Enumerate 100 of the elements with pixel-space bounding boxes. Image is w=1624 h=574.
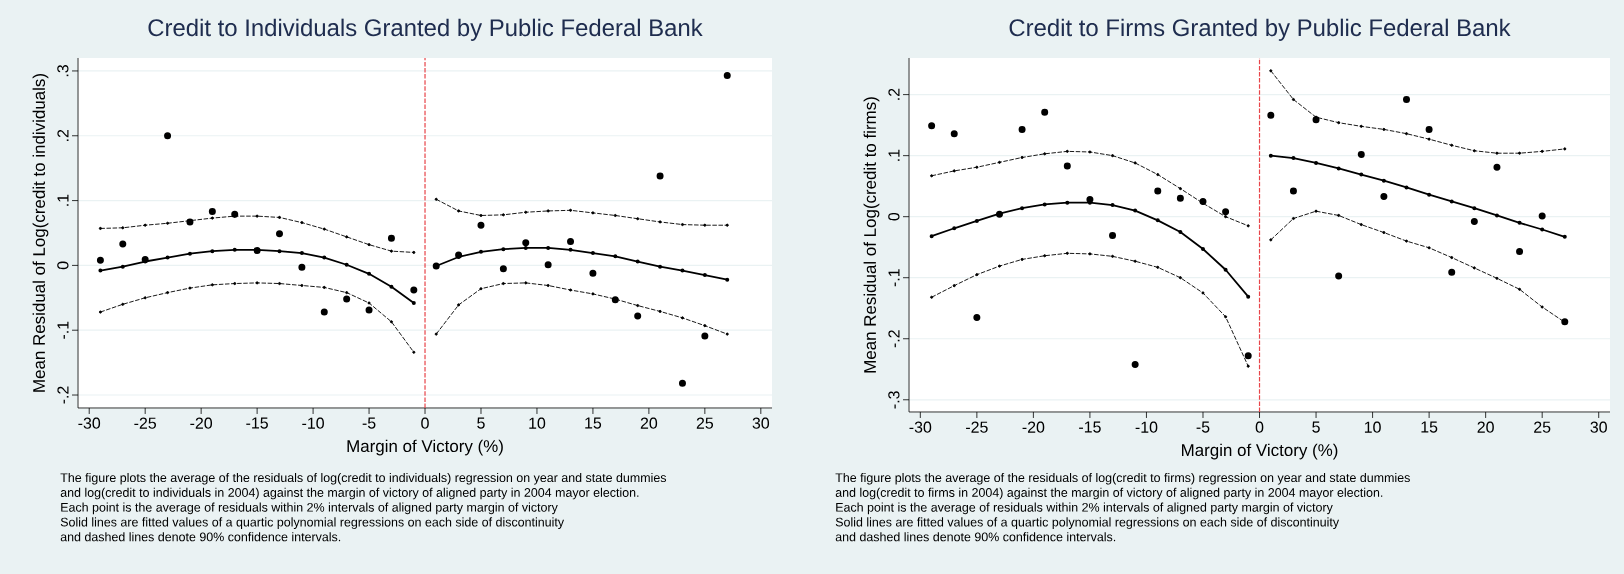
point bbox=[501, 213, 505, 217]
point bbox=[164, 132, 172, 140]
point bbox=[478, 249, 483, 254]
point bbox=[412, 350, 416, 354]
point bbox=[611, 296, 619, 304]
point bbox=[1540, 227, 1545, 232]
point bbox=[98, 310, 102, 314]
x-tick-label: 25 bbox=[696, 417, 714, 429]
point bbox=[322, 255, 327, 260]
point bbox=[1382, 127, 1386, 131]
point bbox=[166, 291, 170, 295]
point bbox=[656, 172, 664, 180]
point bbox=[1517, 220, 1522, 225]
point bbox=[410, 286, 418, 294]
y-tick-label: .2 bbox=[57, 129, 69, 141]
x-tick-label: -10 bbox=[1135, 421, 1158, 433]
text: Solid lines are fitted values of a quartic polynomial regressions on each side of discontinuity bbox=[60, 517, 565, 529]
point bbox=[1200, 247, 1205, 252]
point bbox=[389, 284, 394, 289]
point bbox=[98, 226, 102, 230]
point bbox=[1065, 200, 1070, 205]
point bbox=[232, 247, 237, 252]
point bbox=[1063, 162, 1071, 170]
point bbox=[365, 306, 373, 314]
point bbox=[1538, 212, 1546, 220]
point bbox=[143, 296, 147, 300]
point bbox=[300, 283, 304, 288]
point bbox=[1472, 266, 1476, 270]
text: Solid lines are fitted values of a quartic polynomial regressions on each side of discontinuity bbox=[835, 517, 1340, 529]
x-tick-label: 30 bbox=[752, 417, 770, 429]
x-tick-label: 5 bbox=[477, 417, 485, 429]
x-axis-title: Margin of Victory (%) bbox=[1182, 443, 1338, 460]
text: and log(credit to individuals in 2004) against the margin of victory of aligned party in 2004 mayor election. bbox=[60, 487, 639, 500]
point bbox=[635, 259, 640, 264]
chart-title: Credit to Firms Granted by Public Federal Bank bbox=[1009, 18, 1511, 41]
point bbox=[210, 216, 214, 220]
point bbox=[1337, 213, 1341, 218]
point bbox=[975, 165, 979, 169]
point bbox=[1359, 223, 1363, 227]
point bbox=[1495, 276, 1499, 280]
point bbox=[1133, 208, 1138, 213]
point bbox=[524, 281, 528, 285]
point bbox=[1268, 153, 1273, 158]
y-tick-label: .3 bbox=[57, 65, 69, 77]
point bbox=[997, 264, 1002, 268]
point bbox=[1020, 206, 1025, 211]
point bbox=[479, 213, 483, 218]
x-tick-label: -10 bbox=[302, 417, 324, 429]
point bbox=[1291, 216, 1295, 221]
point bbox=[930, 174, 934, 178]
point bbox=[1269, 69, 1273, 73]
point bbox=[524, 210, 528, 214]
point bbox=[120, 264, 125, 269]
point bbox=[119, 240, 127, 248]
x-tick-label: -15 bbox=[1079, 421, 1101, 433]
point bbox=[411, 300, 416, 305]
point bbox=[1043, 254, 1047, 258]
point bbox=[1110, 203, 1115, 208]
point bbox=[434, 197, 438, 201]
point bbox=[1337, 121, 1341, 125]
point bbox=[634, 312, 642, 320]
point bbox=[636, 217, 640, 221]
point bbox=[1335, 272, 1343, 280]
point bbox=[1380, 193, 1388, 201]
point bbox=[210, 283, 214, 287]
point bbox=[1518, 151, 1522, 155]
text: The figure plots the average of the residuals of log(credit to firms) regression on year and state dummies bbox=[835, 472, 1410, 485]
point bbox=[703, 324, 707, 328]
point bbox=[1178, 229, 1183, 234]
x-tick-label: 5 bbox=[1312, 421, 1320, 433]
point bbox=[1267, 111, 1275, 119]
point bbox=[255, 281, 259, 285]
text: Each point is the average of residuals within 2% intervals of aligned party margin of victory bbox=[836, 502, 1333, 515]
point bbox=[165, 255, 170, 260]
point bbox=[1449, 199, 1454, 204]
text: The figure plots the average of the residuals of log(credit to individuals) regression on year and state dummies bbox=[60, 472, 667, 485]
point bbox=[143, 223, 147, 227]
point bbox=[1246, 294, 1251, 299]
x-tick-label: -15 bbox=[246, 417, 268, 429]
y-tick-label: -.1 bbox=[57, 321, 69, 339]
point bbox=[1403, 95, 1410, 103]
point bbox=[1404, 185, 1409, 190]
point bbox=[1493, 163, 1501, 171]
x-tick-label: -30 bbox=[78, 417, 101, 429]
point bbox=[188, 286, 192, 290]
point bbox=[1495, 151, 1499, 155]
point bbox=[568, 288, 573, 292]
point bbox=[1289, 187, 1297, 195]
point bbox=[590, 251, 595, 256]
point bbox=[1110, 154, 1115, 158]
point bbox=[591, 211, 595, 215]
point bbox=[1562, 234, 1567, 239]
point bbox=[1314, 209, 1318, 213]
point bbox=[1133, 259, 1137, 263]
point bbox=[1518, 287, 1522, 291]
point bbox=[1450, 256, 1454, 260]
y-tick-label: 0 bbox=[57, 261, 69, 270]
point bbox=[658, 309, 662, 313]
point bbox=[1472, 149, 1476, 153]
point bbox=[1561, 318, 1569, 326]
